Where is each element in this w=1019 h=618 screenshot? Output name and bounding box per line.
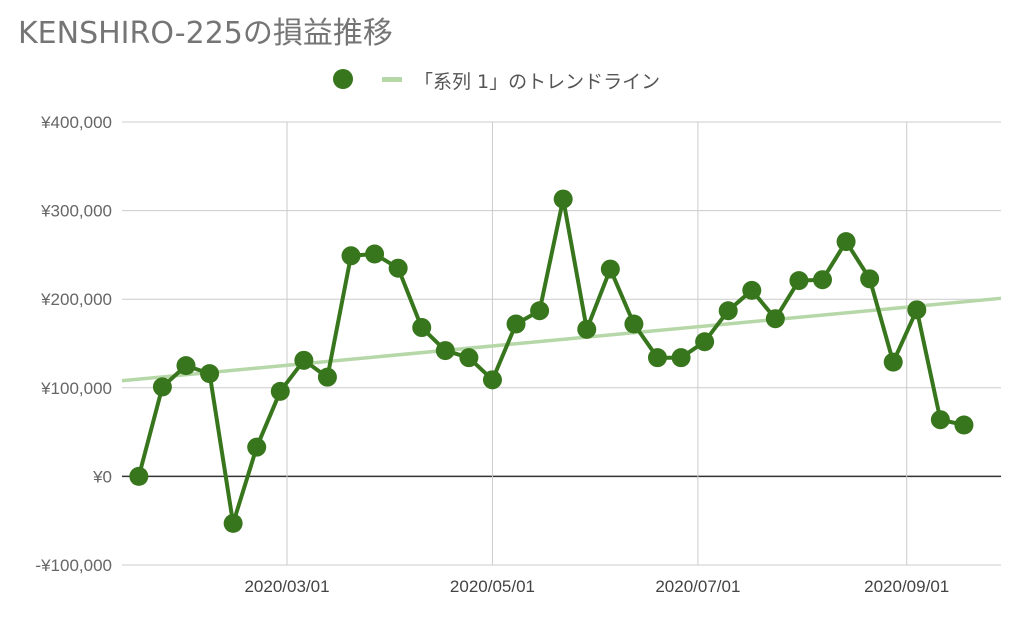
data-point <box>200 364 220 384</box>
data-point <box>600 259 620 279</box>
data-point <box>482 370 502 390</box>
data-point <box>317 367 337 387</box>
data-point <box>223 513 243 533</box>
data-point <box>530 301 550 321</box>
data-point <box>671 348 691 368</box>
y-tick-label: ¥300,000 <box>40 202 112 221</box>
chart-title: KENSHIRO-225の損益推移 <box>18 16 393 51</box>
data-point <box>270 381 290 401</box>
data-point <box>577 319 597 339</box>
data-point <box>860 269 880 289</box>
trendline <box>121 296 1002 383</box>
data-point <box>412 318 432 338</box>
data-point <box>813 270 833 290</box>
data-point <box>647 348 667 368</box>
data-point <box>765 309 785 329</box>
data-point <box>907 300 927 320</box>
legend: 「系列 1」のトレンドライン <box>0 64 1019 94</box>
data-point <box>954 415 974 435</box>
y-tick-label: -¥100,000 <box>35 556 112 575</box>
data-point <box>930 410 950 430</box>
data-point <box>435 341 455 361</box>
data-point <box>695 332 715 352</box>
data-point <box>176 356 196 376</box>
data-point <box>624 314 644 334</box>
data-point <box>789 271 809 291</box>
data-point <box>341 246 361 266</box>
data-point <box>129 466 149 486</box>
x-tick-label: 2020/09/01 <box>864 577 949 596</box>
y-tick-label: ¥200,000 <box>40 290 112 309</box>
data-point <box>506 314 526 334</box>
x-tick-label: 2020/05/01 <box>450 577 535 596</box>
legend-trendline-label: 「系列 1」のトレンドライン <box>414 71 661 93</box>
legend-trendline-swatch-icon <box>382 77 402 82</box>
data-point <box>247 437 267 457</box>
data-point <box>388 258 408 278</box>
y-tick-label: ¥100,000 <box>40 379 112 398</box>
data-point <box>883 352 903 372</box>
data-point <box>459 348 479 368</box>
y-tick-label: ¥0 <box>92 467 112 486</box>
y-tick-label: ¥400,000 <box>40 113 112 132</box>
x-tick-label: 2020/07/01 <box>655 577 740 596</box>
legend-series-marker-icon <box>333 69 353 89</box>
data-point <box>152 377 172 397</box>
data-point <box>553 189 573 209</box>
data-point <box>718 301 738 321</box>
data-point <box>742 280 762 300</box>
data-point <box>365 244 385 264</box>
data-point <box>294 350 314 370</box>
x-tick-label: 2020/03/01 <box>244 577 329 596</box>
data-point <box>836 232 856 252</box>
